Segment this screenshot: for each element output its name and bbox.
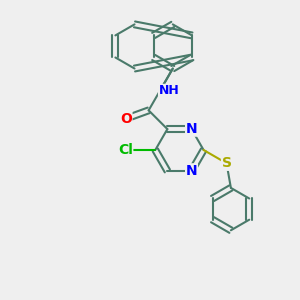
Text: S: S [221,156,232,170]
Text: O: O [120,112,132,126]
Text: N: N [186,122,197,136]
Text: Cl: Cl [118,143,133,157]
Text: NH: NH [159,84,179,98]
Text: N: N [186,164,197,178]
